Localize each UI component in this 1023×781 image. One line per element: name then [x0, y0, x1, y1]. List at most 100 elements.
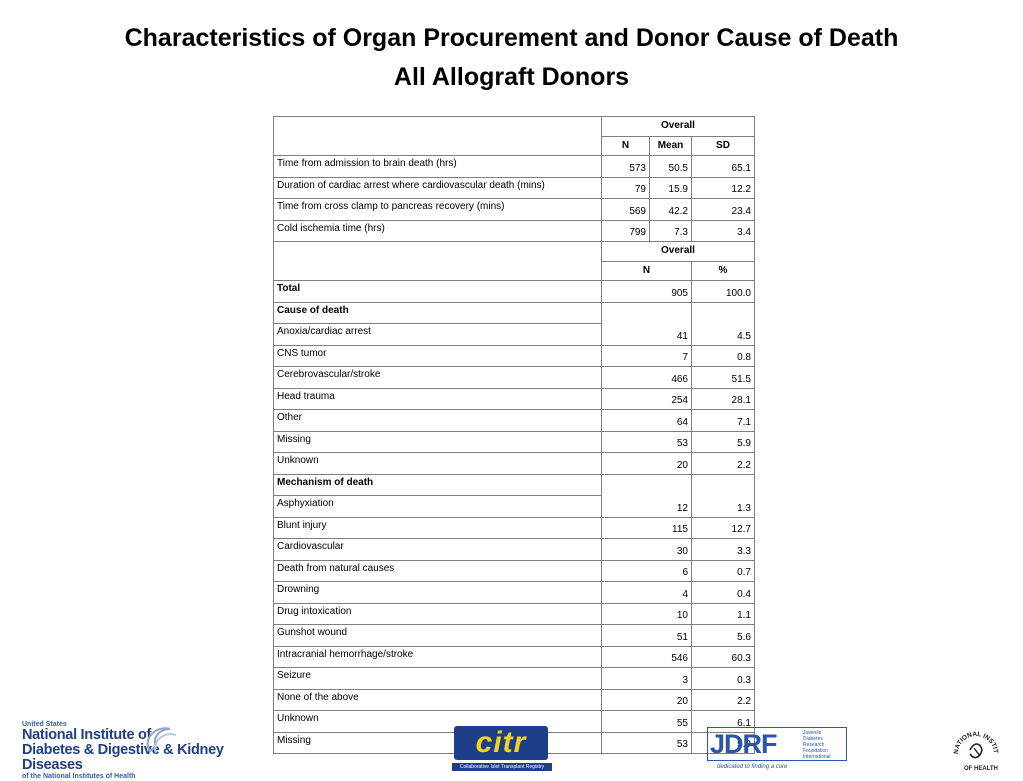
cell-pct: 1.3 — [691, 473, 755, 518]
cell-n: 799 — [601, 219, 650, 242]
section-header: Cause of death — [273, 301, 602, 324]
table1-column-header-row: N Mean SD — [274, 135, 755, 156]
table-row: Drowning 4 0.4 — [273, 581, 755, 604]
cell-sd: 3.4 — [691, 219, 755, 242]
cell-pct: 0.4 — [691, 581, 755, 604]
cell-n: 546 — [601, 645, 692, 668]
table-row: Time from admission to brain death (hrs)… — [273, 155, 755, 178]
cell-n: 3 — [601, 667, 692, 690]
row-label: Cold ischemia time (hrs) — [273, 219, 602, 242]
row-label: Unknown — [273, 710, 602, 733]
header-blank-cell — [273, 241, 602, 281]
cell-mean: 15.9 — [649, 176, 692, 199]
cell-pct: 5.9 — [691, 430, 755, 453]
cell-n: 20 — [601, 688, 692, 711]
table-row: None of the above 20 2.2 — [273, 688, 755, 711]
cell-n: 7 — [601, 344, 692, 367]
row-label: Asphyxiation — [273, 495, 602, 518]
row-label: CNS tumor — [273, 344, 602, 367]
row-label: Anoxia/cardiac arrest — [273, 323, 602, 346]
table2-group-header: Overall — [601, 241, 755, 262]
cell-pct: 3.3 — [691, 538, 755, 561]
row-label: Total — [273, 280, 602, 303]
niddk-logo-sub: of the National Institutes of Health — [22, 773, 136, 780]
row-label: Cardiovascular — [273, 538, 602, 561]
cell-n: 10 — [601, 602, 692, 625]
row-label: Head trauma — [273, 387, 602, 410]
cell-mean: 50.5 — [649, 155, 692, 178]
citr-logo-word: citr — [454, 726, 548, 760]
jdrf-logo: JDRF Juvenile Diabetes Research Foundati… — [707, 727, 847, 775]
row-label: Unknown — [273, 452, 602, 475]
row-label: Death from natural causes — [273, 559, 602, 582]
cell-sd: 23.4 — [691, 198, 755, 221]
cell-pct: 0.7 — [691, 559, 755, 582]
section-header: Mechanism of death — [273, 473, 602, 496]
cell-pct: 51.5 — [691, 366, 755, 389]
cell-pct: 28.1 — [691, 387, 755, 410]
cell-pct: 2.2 — [691, 688, 755, 711]
niddk-swirl-icon — [146, 727, 177, 754]
column-header: N — [601, 260, 692, 281]
table-row: Missing 53 5.9 — [273, 430, 755, 453]
cell-sd: 12.2 — [691, 176, 755, 199]
row-label: Gunshot wound — [273, 624, 602, 647]
cell-n: 30 — [601, 538, 692, 561]
cell-pct: 100.0 — [691, 280, 755, 303]
column-header: N — [601, 135, 650, 156]
cell-mean: 7.3 — [649, 219, 692, 242]
row-label: Intracranial hemorrhage/stroke — [273, 645, 602, 668]
cell-n: 20 — [601, 452, 692, 475]
column-header: Mean — [649, 135, 692, 156]
page-title: Characteristics of Organ Procurement and… — [124, 24, 899, 52]
row-label: Time from cross clamp to pancreas recove… — [273, 198, 602, 221]
svg-text:OF HEALTH: OF HEALTH — [964, 766, 998, 772]
row-label: None of the above — [273, 688, 602, 711]
row-label: Cerebrovascular/stroke — [273, 366, 602, 389]
jdrf-logo-box: JDRF Juvenile Diabetes Research Foundati… — [707, 727, 847, 761]
table-row: Intracranial hemorrhage/stroke 546 60.3 — [273, 645, 755, 668]
cell-n: 53 — [601, 731, 692, 754]
cell-pct: 2.2 — [691, 452, 755, 475]
niddk-logo: United States National Institute of Diab… — [22, 721, 242, 780]
row-label: Seizure — [273, 667, 602, 690]
row-label: Time from admission to brain death (hrs) — [273, 155, 602, 178]
section-header-row: Cause of death 41 4.5 — [273, 301, 755, 346]
jdrf-logo-fine-print: Juvenile Diabetes Research Foundation In… — [803, 730, 831, 760]
cell-n: 51 — [601, 624, 692, 647]
citr-logo-tagline: Collaborative Islet Transplant Registry — [452, 763, 552, 771]
cell-n: 254 — [601, 387, 692, 410]
table-row: Blunt injury 115 12.7 — [273, 516, 755, 539]
page-subtitle: All Allograft Donors — [393, 63, 630, 91]
cell-pct: 7.1 — [691, 409, 755, 432]
cell-n: 79 — [601, 176, 650, 199]
cell-n: 64 — [601, 409, 692, 432]
header-blank-cell — [273, 116, 602, 156]
cell-n: 569 — [601, 198, 650, 221]
cell-n: 55 — [601, 710, 692, 733]
row-label: Duration of cardiac arrest where cardiov… — [273, 176, 602, 199]
table-row: Head trauma 254 28.1 — [273, 387, 755, 410]
row-label: Other — [273, 409, 602, 432]
cell-n: 4 — [601, 581, 692, 604]
jdrf-logo-word: JDRF — [710, 729, 778, 759]
donor-characteristics-table: Overall N Mean SD Time from admission to bra… — [273, 116, 755, 754]
cell-n: 53 — [601, 430, 692, 453]
table-row: Cold ischemia time (hrs) 799 7.3 3.4 — [273, 219, 755, 242]
row-label: Drowning — [273, 581, 602, 604]
column-header: SD — [691, 135, 755, 156]
cell-pct: 4.5 — [691, 301, 755, 346]
cell-pct: 1.1 — [691, 602, 755, 625]
row-label: Missing — [273, 430, 602, 453]
table-row: Time from cross clamp to pancreas recove… — [273, 198, 755, 221]
niddk-logo-line: National Institute of — [22, 727, 152, 743]
table2-column-header-row: N% — [274, 260, 755, 281]
cell-pct: 5.6 — [691, 624, 755, 647]
row-label: Drug intoxication — [273, 602, 602, 625]
cell-n: 12 — [601, 473, 692, 518]
nih-seal-logo: NATIONAL INSTITUTES OF HEALTH — [948, 719, 1002, 776]
table2-group-header-row: Overall — [273, 241, 755, 281]
row-label: Blunt injury — [273, 516, 602, 539]
table-row: Gunshot wound 51 5.6 — [273, 624, 755, 647]
niddk-logo-country: United States — [22, 721, 67, 728]
